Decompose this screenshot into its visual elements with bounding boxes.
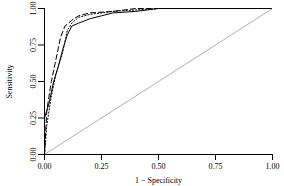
svg-text:0.50: 0.50 xyxy=(29,75,38,89)
svg-text:1 − Specificity: 1 − Specificity xyxy=(135,176,182,185)
svg-text:1.00: 1.00 xyxy=(266,162,280,171)
svg-text:0.25: 0.25 xyxy=(29,111,38,125)
svg-text:Sensitivity: Sensitivity xyxy=(5,64,14,98)
svg-text:1.00: 1.00 xyxy=(29,2,38,16)
svg-text:0.75: 0.75 xyxy=(29,38,38,52)
svg-text:0.00: 0.00 xyxy=(38,162,52,171)
svg-text:0.00: 0.00 xyxy=(29,148,38,162)
svg-text:0.25: 0.25 xyxy=(95,162,109,171)
svg-text:0.50: 0.50 xyxy=(152,162,166,171)
svg-text:0.75: 0.75 xyxy=(209,162,223,171)
